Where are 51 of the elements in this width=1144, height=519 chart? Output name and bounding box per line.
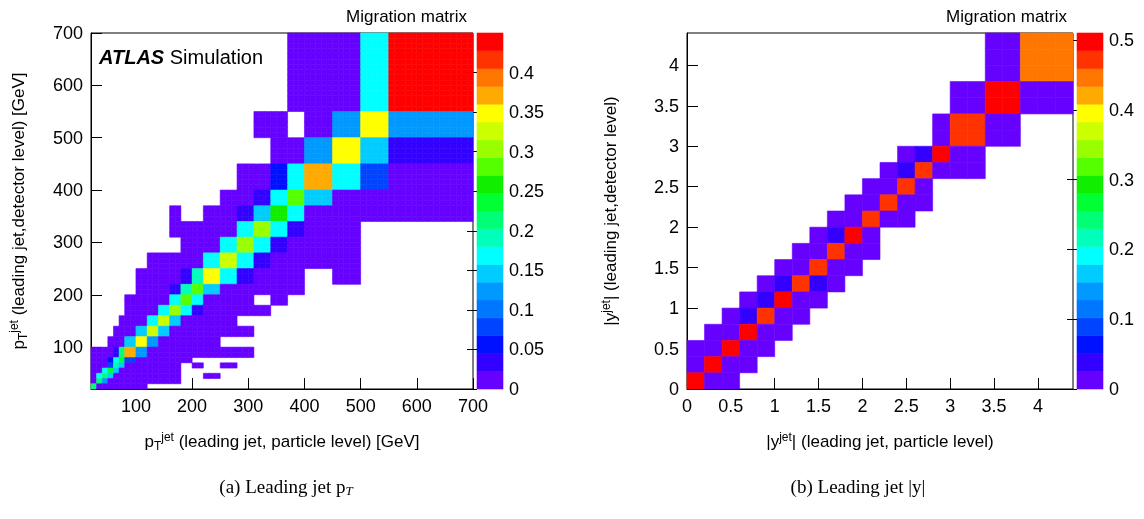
x-tick-label: 0 [681, 396, 693, 416]
chart-title: Migration matrix [346, 7, 468, 26]
y-tick-label: 3.5 [653, 95, 679, 116]
x-tick-label: 3 [945, 396, 956, 416]
color-bar-label: 0.25 [509, 181, 545, 202]
y-tick-label: 3 [668, 136, 679, 157]
y-tick-label: 500 [52, 127, 83, 148]
x-tick-label: 2 [857, 396, 868, 416]
x-tick-label: 700 [457, 396, 489, 416]
color-bar-label: 0.4 [1109, 99, 1135, 120]
color-bar-label: 0.15 [509, 260, 545, 281]
y-tick-label: 1.5 [653, 257, 679, 278]
y-tick-label: 200 [52, 284, 83, 305]
color-bar-label: 0.3 [509, 141, 535, 162]
color-bar-label: 0.05 [509, 339, 545, 360]
x-tick-label: 1 [769, 396, 780, 416]
color-bar-label: 0.2 [509, 220, 535, 241]
color-bar-label: 0.3 [1109, 169, 1135, 190]
x-tick-label: 200 [177, 396, 208, 416]
y-tick-label: 300 [52, 232, 83, 253]
y-tick-label: 2.5 [653, 176, 679, 197]
y-tick-label: 100 [52, 337, 83, 358]
y-tick-label: 0 [668, 379, 679, 399]
x-tick-label: 100 [120, 396, 151, 416]
color-bar-label: 0 [1109, 379, 1120, 399]
y-tick-label: 1 [668, 298, 679, 319]
color-bar-label: 0.5 [1109, 29, 1135, 50]
y-tick-label: 0.5 [653, 338, 679, 359]
x-tick-label: 1.5 [806, 396, 832, 416]
color-bar-label: 0.35 [509, 102, 545, 123]
y-tick-label: 2 [668, 217, 679, 238]
chart-title: Migration matrix [946, 7, 1068, 26]
color-bar-label: 0 [509, 379, 520, 399]
text: (b) Leading jet |y| [790, 476, 926, 498]
x-tick-label: 300 [233, 396, 264, 416]
y-tick-label: 600 [52, 75, 83, 96]
y-tick-label: 4 [668, 55, 679, 76]
annotation: ATLAS Simulation [98, 46, 264, 68]
x-tick-label: 0.5 [718, 396, 744, 416]
y-tick-label: 400 [52, 180, 83, 201]
y-tick-label: 700 [52, 23, 83, 43]
color-bar-label: 0.4 [509, 62, 535, 83]
color-bar-label: 0.1 [1109, 309, 1135, 330]
color-bar-label: 0.1 [509, 299, 535, 320]
x-tick-label: 500 [345, 396, 376, 416]
color-bar-label: 0.2 [1109, 239, 1135, 260]
x-tick-label: 4 [1032, 396, 1043, 416]
x-tick-label: 600 [401, 396, 432, 416]
x-tick-label: 3.5 [981, 396, 1007, 416]
x-tick-label: 2.5 [893, 396, 919, 416]
x-tick-label: 400 [289, 396, 320, 416]
